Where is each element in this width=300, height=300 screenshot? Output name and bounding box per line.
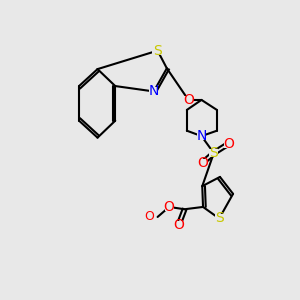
FancyBboxPatch shape [209,149,218,157]
Text: O: O [164,200,175,214]
FancyBboxPatch shape [224,140,233,148]
Text: O: O [145,211,154,224]
Text: S: S [209,146,218,160]
FancyBboxPatch shape [197,132,206,140]
Text: S: S [215,212,224,226]
Text: N: N [148,84,159,98]
Text: S: S [153,44,162,58]
FancyBboxPatch shape [174,221,183,230]
FancyBboxPatch shape [214,214,224,223]
FancyBboxPatch shape [164,203,174,211]
FancyBboxPatch shape [184,96,193,104]
FancyBboxPatch shape [149,87,158,96]
FancyBboxPatch shape [152,46,163,55]
Text: O: O [173,218,184,233]
Text: O: O [223,137,234,151]
Text: N: N [196,129,207,143]
Text: O: O [197,156,208,170]
Text: O: O [183,93,194,107]
FancyBboxPatch shape [198,159,207,167]
